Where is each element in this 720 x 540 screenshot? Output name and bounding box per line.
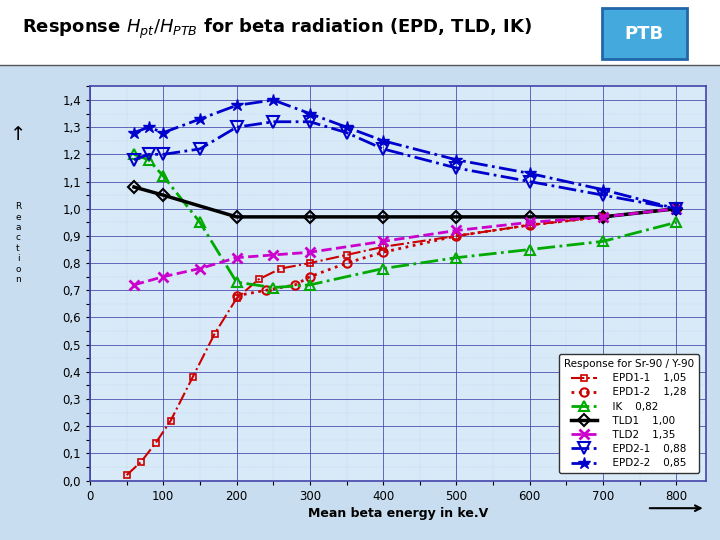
X-axis label: Mean beta energy in ke.V: Mean beta energy in ke.V	[307, 507, 488, 520]
Text: R
e
a
c
t
i
o
n: R e a c t i o n	[15, 202, 21, 284]
Text: Response $\mathit{H}_{pt}/\mathit{H}_{PTB}$ for beta radiation (EPD, TLD, IK): Response $\mathit{H}_{pt}/\mathit{H}_{PT…	[22, 17, 532, 41]
Legend:   EPD1-1    1,05,   EPD1-2    1,28,   IK    0,82,   TLD1    1,00,   TLD2    1,35: EPD1-1 1,05, EPD1-2 1,28, IK 0,82, TLD1 …	[559, 354, 699, 474]
FancyBboxPatch shape	[0, 0, 720, 65]
Text: PTB: PTB	[625, 25, 664, 43]
FancyBboxPatch shape	[602, 8, 687, 59]
Text: ↑: ↑	[10, 125, 26, 145]
